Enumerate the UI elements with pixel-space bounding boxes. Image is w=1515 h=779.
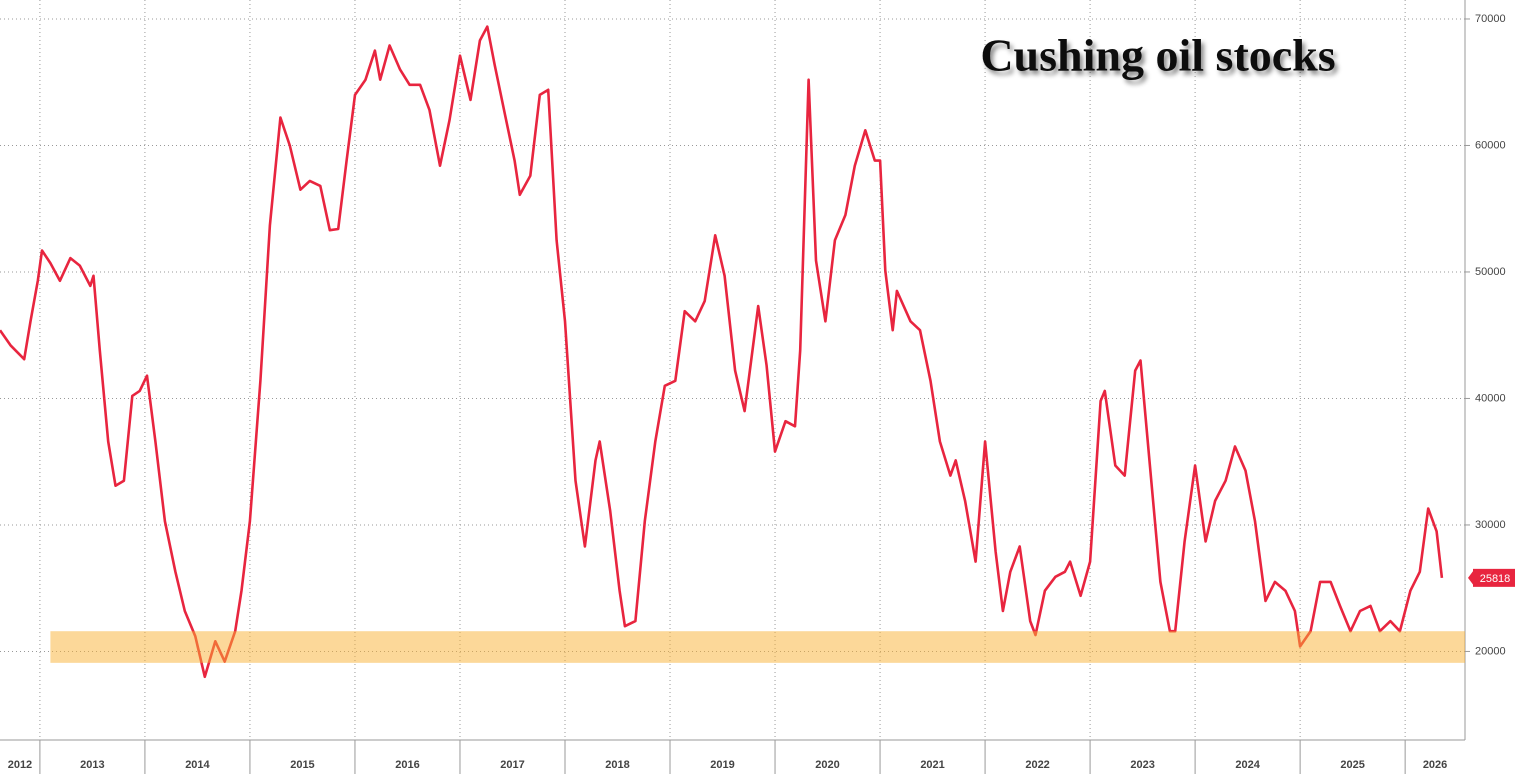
x-tick-label: 2012	[8, 759, 32, 771]
x-tick-label: 2023	[1130, 759, 1154, 771]
x-tick-label: 2021	[920, 759, 944, 771]
x-tick-label: 2017	[500, 759, 524, 771]
last-value-label: 25818	[1480, 573, 1511, 585]
chart-title: Cushing oil stocks	[980, 30, 1335, 81]
x-tick-label: 2026	[1423, 759, 1447, 771]
x-tick-label: 2015	[290, 759, 314, 771]
x-tick-label: 2013	[80, 759, 104, 771]
x-tick-label: 2014	[185, 759, 210, 771]
last-value-pointer	[1468, 569, 1474, 586]
y-tick-label: 20000	[1475, 645, 1506, 657]
y-tick-label: 30000	[1475, 519, 1506, 531]
y-tick-label: 50000	[1475, 266, 1506, 278]
y-tick-label: 40000	[1475, 392, 1506, 404]
x-tick-label: 2018	[605, 759, 629, 771]
x-tick-label: 2020	[815, 759, 839, 771]
last-value-box	[1473, 568, 1515, 587]
y-tick-label: 70000	[1475, 13, 1506, 25]
x-tick-label: 2019	[710, 759, 734, 771]
x-tick-label: 2022	[1025, 759, 1049, 771]
x-tick-label: 2016	[395, 759, 419, 771]
x-tick-label: 2025	[1340, 759, 1364, 771]
highlight-band	[50, 631, 1466, 663]
x-tick-label: 2024	[1235, 759, 1260, 771]
y-tick-label: 60000	[1475, 139, 1506, 151]
